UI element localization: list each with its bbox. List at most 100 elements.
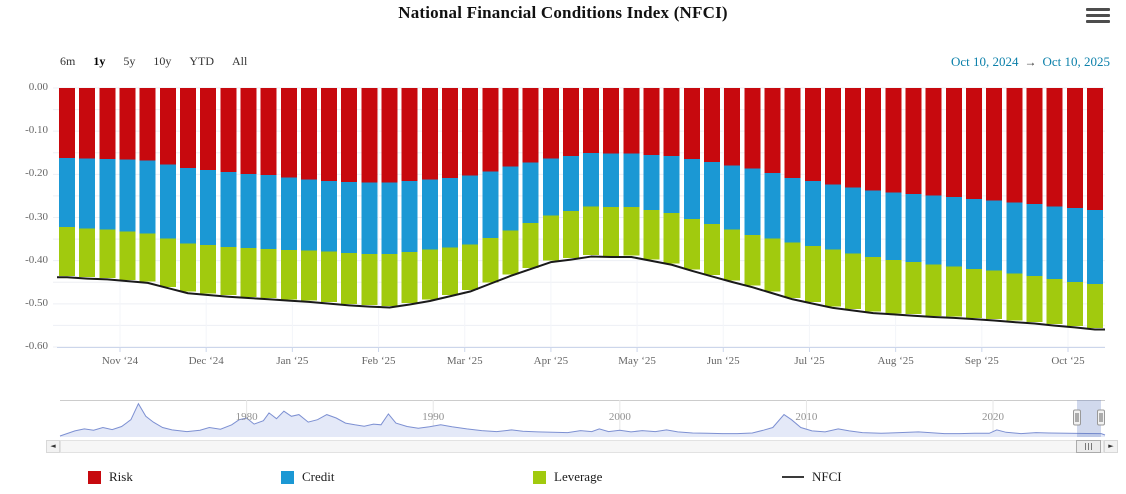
credit-bar-segment[interactable] [744,168,761,235]
risk-bar-segment[interactable] [945,88,962,197]
leverage-bar-segment[interactable] [784,242,801,298]
leverage-bar-segment[interactable] [704,223,720,275]
credit-bar-segment[interactable] [986,200,1003,271]
risk-bar-segment[interactable] [240,88,257,174]
credit-bar-segment[interactable] [966,198,982,269]
credit-bar-segment[interactable] [603,153,620,208]
credit-bar-segment[interactable] [1086,210,1103,284]
risk-bar-segment[interactable] [784,88,801,178]
leverage-bar-segment[interactable] [562,211,579,259]
credit-bar-segment[interactable] [300,179,317,251]
risk-bar-segment[interactable] [925,88,942,196]
leverage-bar-segment[interactable] [603,207,620,256]
credit-bar-segment[interactable] [99,158,116,230]
credit-bar-segment[interactable] [562,155,579,212]
credit-bar-segment[interactable] [79,158,96,229]
leverage-bar-segment[interactable] [643,210,660,260]
leverage-bar-segment[interactable] [945,266,962,317]
risk-bar-segment[interactable] [119,88,136,160]
leverage-bar-segment[interactable] [300,250,317,301]
credit-bar-segment[interactable] [502,166,519,231]
credit-bar-segment[interactable] [945,196,962,267]
credit-bar-segment[interactable] [865,190,882,258]
risk-bar-segment[interactable] [1026,88,1043,205]
risk-bar-segment[interactable] [401,88,418,182]
risk-bar-segment[interactable] [845,88,862,188]
legend-item-leverage[interactable]: Leverage [533,469,602,485]
credit-bar-segment[interactable] [341,182,358,253]
risk-bar-segment[interactable] [482,88,499,172]
credit-bar-segment[interactable] [159,164,176,239]
range-button-10y[interactable]: 10y [153,54,172,68]
credit-bar-segment[interactable] [1066,208,1083,282]
risk-bar-segment[interactable] [824,88,841,185]
leverage-bar-segment[interactable] [925,264,942,316]
credit-bar-segment[interactable] [804,181,821,246]
leverage-bar-segment[interactable] [381,254,398,306]
scrollbar-thumb[interactable] [1076,440,1101,453]
risk-bar-segment[interactable] [885,88,902,193]
credit-bar-segment[interactable] [704,162,720,224]
risk-bar-segment[interactable] [321,88,338,181]
leverage-bar-segment[interactable] [865,257,882,312]
risk-bar-segment[interactable] [421,88,438,180]
risk-bar-segment[interactable] [1046,88,1063,207]
risk-bar-segment[interactable] [502,88,519,167]
risk-bar-segment[interactable] [220,88,237,173]
credit-bar-segment[interactable] [663,156,680,214]
leverage-bar-segment[interactable] [683,218,700,270]
scrollbar-track[interactable] [60,440,1104,453]
leverage-bar-segment[interactable] [764,238,781,292]
risk-bar-segment[interactable] [542,88,559,159]
risk-bar-segment[interactable] [623,88,640,154]
risk-bar-segment[interactable] [583,88,600,154]
leverage-bar-segment[interactable] [341,252,358,304]
credit-bar-segment[interactable] [220,172,237,247]
risk-bar-segment[interactable] [764,88,781,174]
risk-bar-segment[interactable] [643,88,660,155]
risk-bar-segment[interactable] [381,88,398,183]
legend-item-credit[interactable]: Credit [281,469,335,485]
risk-bar-segment[interactable] [704,88,720,163]
leverage-bar-segment[interactable] [159,238,176,287]
navigator-handle[interactable] [1073,409,1081,426]
credit-bar-segment[interactable] [643,154,660,211]
leverage-bar-segment[interactable] [260,249,277,298]
credit-bar-segment[interactable] [925,195,942,265]
risk-bar-segment[interactable] [966,88,982,199]
credit-bar-segment[interactable] [542,158,559,216]
credit-bar-segment[interactable] [361,182,378,254]
risk-bar-segment[interactable] [260,88,277,176]
leverage-bar-segment[interactable] [804,245,821,303]
leverage-bar-segment[interactable] [220,246,237,296]
risk-bar-segment[interactable] [905,88,922,194]
risk-bar-segment[interactable] [724,88,741,166]
credit-bar-segment[interactable] [139,160,156,234]
leverage-bar-segment[interactable] [280,249,297,300]
risk-bar-segment[interactable] [442,88,458,178]
risk-bar-segment[interactable] [1006,88,1023,203]
risk-bar-segment[interactable] [462,88,479,176]
credit-bar-segment[interactable] [59,157,76,227]
credit-bar-segment[interactable] [401,181,418,253]
range-button-6m[interactable]: 6m [60,54,76,68]
leverage-bar-segment[interactable] [1026,276,1043,322]
leverage-bar-segment[interactable] [1006,273,1023,321]
credit-bar-segment[interactable] [522,162,539,224]
risk-bar-segment[interactable] [361,88,378,183]
leverage-bar-segment[interactable] [462,244,479,291]
credit-bar-segment[interactable] [180,167,196,244]
leverage-bar-segment[interactable] [1046,279,1063,325]
leverage-bar-segment[interactable] [1086,283,1103,329]
leverage-bar-segment[interactable] [79,228,96,278]
credit-bar-segment[interactable] [381,182,398,255]
legend-item-nfci[interactable]: NFCI [782,469,842,485]
leverage-bar-segment[interactable] [724,229,741,281]
risk-bar-segment[interactable] [180,88,196,168]
range-date-from[interactable]: Oct 10, 2024 [950,54,1019,69]
range-button-all[interactable]: All [232,54,248,68]
credit-bar-segment[interactable] [442,177,458,248]
credit-bar-segment[interactable] [260,175,277,250]
credit-bar-segment[interactable] [200,170,217,246]
leverage-bar-segment[interactable] [502,230,519,275]
